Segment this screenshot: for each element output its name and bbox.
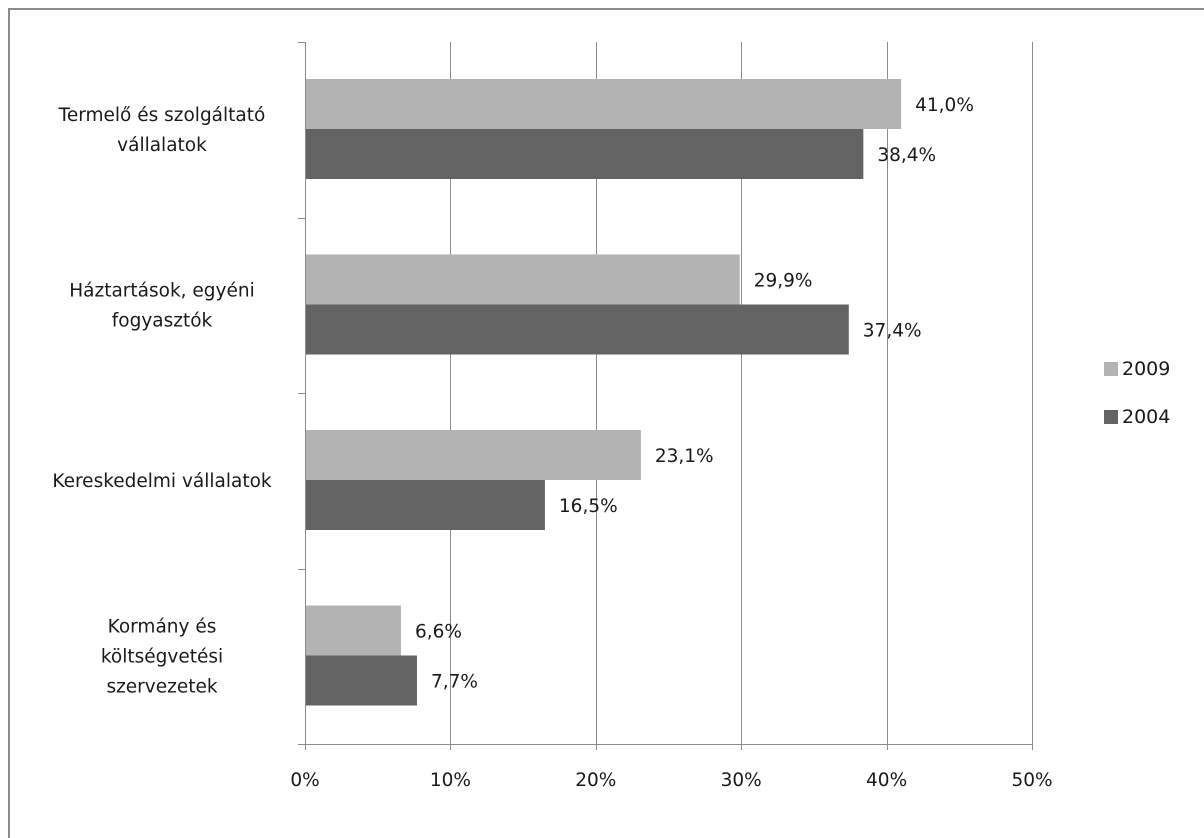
category-label: Háztartások, egyéni	[69, 281, 255, 302]
x-tick-label: 0%	[290, 770, 319, 791]
bars	[306, 79, 902, 706]
bar-2004	[306, 480, 545, 530]
category-label: vállalatok	[117, 135, 207, 156]
bar-2009	[306, 430, 641, 480]
legend: 2009 2004	[1104, 358, 1170, 428]
x-tick-label: 30%	[721, 770, 762, 791]
data-label-2004: 38,4%	[877, 145, 936, 166]
chart-frame: 0% 10% 20% 30% 40% 50% 41,0% 38,4% Termelő és sz…	[8, 8, 1204, 838]
x-tick-label: 40%	[866, 770, 907, 791]
data-label-2009: 6,6%	[415, 622, 462, 643]
legend-label-2009: 2009	[1122, 358, 1170, 380]
x-tick-label: 50%	[1011, 770, 1052, 791]
bar-2009	[306, 79, 902, 129]
bar-2004	[306, 129, 864, 179]
x-tick-label: 10%	[430, 770, 471, 791]
labels: 0% 10% 20% 30% 40% 50% 41,0% 38,4% Termelő és sz…	[52, 95, 1052, 791]
legend-swatch-2004	[1104, 410, 1118, 424]
category-label: Termelő és szolgáltató	[58, 105, 266, 126]
data-label-2009: 29,9%	[754, 271, 813, 292]
bar-chart: 0% 10% 20% 30% 40% 50% 41,0% 38,4% Termelő és sz…	[52, 42, 1170, 791]
data-label-2009: 23,1%	[655, 446, 714, 467]
category-label: költségvetési	[101, 647, 223, 668]
bar-2009	[306, 254, 740, 305]
legend-label-2004: 2004	[1122, 406, 1170, 428]
bar-2009	[306, 605, 401, 656]
bar-2004	[306, 655, 417, 706]
legend-swatch-2009	[1104, 362, 1118, 376]
category-label: szervezetek	[106, 677, 217, 698]
bar-2004	[306, 304, 849, 355]
data-label-2004: 16,5%	[559, 496, 618, 517]
axes	[298, 42, 1033, 750]
x-tick-label: 20%	[575, 770, 616, 791]
data-label-2004: 37,4%	[863, 321, 922, 342]
category-label: fogyasztók	[112, 311, 213, 332]
category-label: Kereskedelmi vállalatok	[52, 471, 272, 492]
data-label-2009: 41,0%	[915, 95, 974, 116]
category-label: Kormány és	[108, 617, 217, 638]
data-label-2004: 7,7%	[431, 672, 478, 693]
